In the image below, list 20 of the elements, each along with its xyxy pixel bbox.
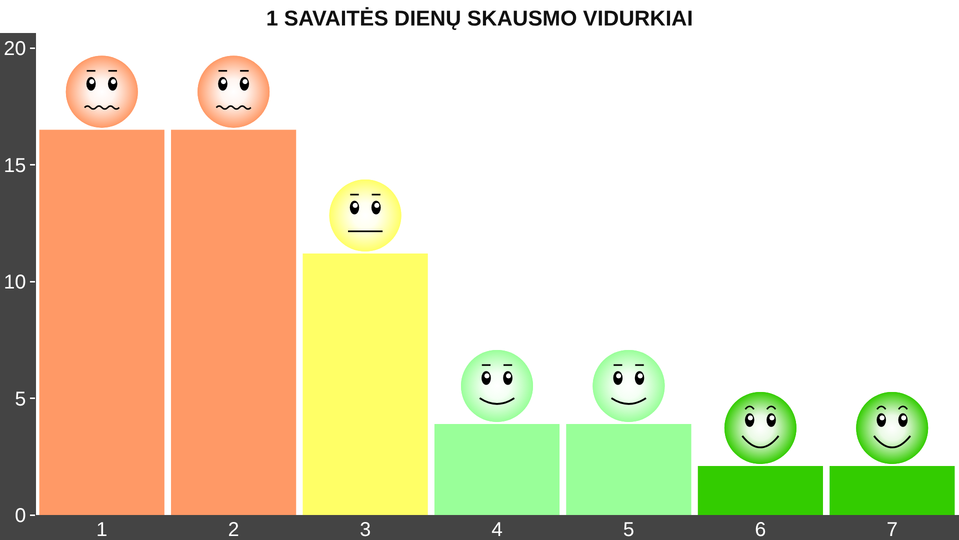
- y-tick-label: 10: [4, 272, 26, 294]
- x-tick-label: 3: [360, 519, 371, 540]
- bar: [830, 466, 955, 515]
- chart-title: 1 SAVAITĖS DIENŲ SKAUSMO VIDURKIAI: [266, 6, 693, 31]
- x-tick-label: 7: [886, 519, 898, 540]
- y-tick-label: 20: [4, 38, 26, 60]
- x-tick-label: 5: [623, 519, 634, 540]
- x-tick-label: 1: [96, 519, 108, 540]
- bar: [698, 466, 823, 515]
- y-tick-label: 0: [14, 505, 26, 527]
- bar: [302, 253, 428, 515]
- x-tick-label: 6: [754, 519, 766, 540]
- bar: [39, 130, 164, 515]
- x-tick-label: 4: [491, 519, 503, 540]
- bar: [566, 424, 692, 515]
- bar: [171, 130, 296, 515]
- bar: [434, 424, 560, 515]
- y-tick-label: 5: [14, 388, 26, 410]
- y-tick-label: 15: [4, 154, 26, 177]
- x-tick-label: 2: [228, 519, 240, 540]
